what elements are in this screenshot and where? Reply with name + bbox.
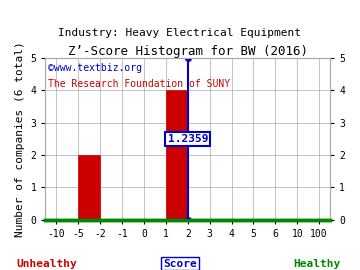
Text: 1.2359: 1.2359 bbox=[167, 134, 208, 144]
Bar bbox=[78, 155, 100, 220]
Bar bbox=[166, 90, 188, 220]
Text: Industry: Heavy Electrical Equipment: Industry: Heavy Electrical Equipment bbox=[58, 28, 302, 38]
Text: ©www.textbiz.org: ©www.textbiz.org bbox=[48, 63, 142, 73]
Title: Z’-Score Histogram for BW (2016): Z’-Score Histogram for BW (2016) bbox=[68, 45, 308, 58]
Text: Score: Score bbox=[163, 259, 197, 269]
Text: Healthy: Healthy bbox=[293, 259, 341, 269]
Y-axis label: Number of companies (6 total): Number of companies (6 total) bbox=[15, 41, 25, 237]
Text: The Research Foundation of SUNY: The Research Foundation of SUNY bbox=[48, 79, 230, 89]
Text: Unhealthy: Unhealthy bbox=[17, 259, 77, 269]
